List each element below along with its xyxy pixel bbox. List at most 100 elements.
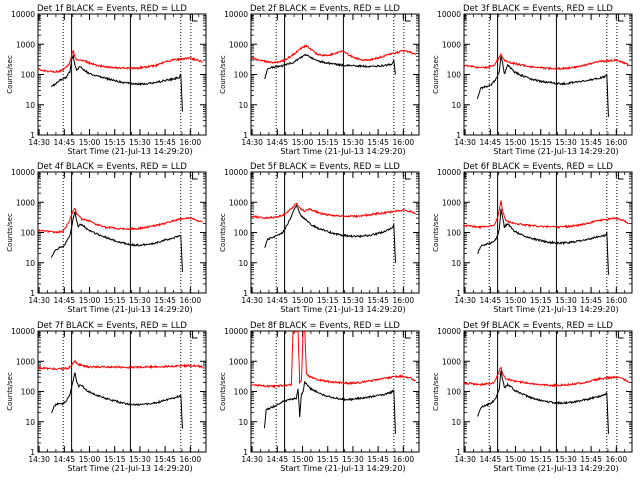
y-tick-label: 100 bbox=[21, 229, 36, 238]
series-line-lld bbox=[464, 52, 630, 71]
x-tick-label: 14:30 bbox=[241, 296, 263, 305]
x-tick-label: 16:00 bbox=[393, 138, 415, 147]
x-tick-label: 15:00 bbox=[79, 296, 101, 305]
x-axis-label: Start Time (21-Jul-13 14:29:20) bbox=[280, 305, 405, 314]
y-tick-label: 1000 bbox=[16, 40, 35, 49]
y-axis-label: Counts/sec bbox=[219, 372, 227, 411]
x-tick-label: 14:30 bbox=[454, 138, 476, 147]
y-tick-label: 1 bbox=[243, 289, 248, 298]
x-tick-label: 15:30 bbox=[555, 296, 577, 305]
x-tick-label: 15:00 bbox=[292, 138, 314, 147]
y-tick-label: 100 bbox=[447, 71, 462, 80]
x-tick-label: 16:00 bbox=[606, 455, 628, 464]
panel-title: Det 6f BLACK = Events, RED = LLD bbox=[463, 162, 613, 172]
detector-panel-7: Det 7f BLACK = Events, RED = LLD 1 10 100 10… bbox=[6, 321, 207, 473]
range-bracket-marker bbox=[405, 331, 411, 339]
panel-title: Det 1f BLACK = Events, RED = LLD bbox=[37, 4, 187, 14]
range-bracket-marker bbox=[405, 172, 411, 180]
detector-panel-8: Det 8f BLACK = Events, RED = LLD 1 10 100 10… bbox=[219, 321, 420, 473]
series-line-events bbox=[51, 372, 183, 429]
series-line-events bbox=[50, 211, 183, 272]
x-tick-label: 15:15 bbox=[104, 455, 126, 464]
x-tick-label: 15:00 bbox=[505, 455, 527, 464]
y-tick-label: 10000 bbox=[437, 168, 461, 177]
range-bracket-marker bbox=[618, 172, 624, 180]
range-bracket-marker bbox=[618, 14, 624, 22]
panel-title: Det 9f BLACK = Events, RED = LLD bbox=[463, 321, 613, 331]
y-tick-label: 10 bbox=[451, 418, 461, 427]
y-tick-label: 1 bbox=[456, 289, 461, 298]
x-tick-label: 14:30 bbox=[28, 138, 50, 147]
x-tick-label: 15:15 bbox=[104, 138, 126, 147]
x-tick-label: 15:45 bbox=[154, 138, 176, 147]
x-tick-label: 14:30 bbox=[241, 455, 263, 464]
x-tick-label: 14:45 bbox=[480, 455, 502, 464]
x-tick-label: 15:45 bbox=[580, 455, 602, 464]
series-line-lld bbox=[464, 366, 630, 388]
x-tick-label: 15:45 bbox=[367, 138, 389, 147]
x-tick-label: 15:00 bbox=[505, 296, 527, 305]
x-axis-label: Start Time (21-Jul-13 14:29:20) bbox=[67, 305, 192, 314]
panel-title: Det 5f BLACK = Events, RED = LLD bbox=[250, 162, 400, 172]
x-tick-label: 15:15 bbox=[104, 296, 126, 305]
x-tick-label: 15:15 bbox=[317, 455, 339, 464]
y-tick-label: 1 bbox=[243, 131, 248, 140]
x-tick-label: 15:30 bbox=[555, 455, 577, 464]
y-axis-label: Counts/sec bbox=[432, 55, 440, 94]
y-tick-label: 1 bbox=[30, 131, 35, 140]
y-tick-label: 10000 bbox=[224, 168, 248, 177]
y-tick-label: 100 bbox=[234, 388, 249, 397]
detector-panel-5: Det 5f BLACK = Events, RED = LLD 1 10 100 10… bbox=[219, 162, 420, 314]
y-tick-label: 10000 bbox=[224, 327, 248, 336]
x-tick-label: 14:45 bbox=[267, 455, 289, 464]
range-bracket-marker bbox=[192, 14, 198, 22]
x-axis-label: Start Time (21-Jul-13 14:29:20) bbox=[280, 464, 405, 473]
x-tick-label: 14:30 bbox=[241, 138, 263, 147]
series-line-lld bbox=[38, 208, 203, 234]
x-tick-label: 16:00 bbox=[180, 296, 202, 305]
y-tick-label: 1 bbox=[30, 448, 35, 457]
y-tick-label: 100 bbox=[21, 388, 36, 397]
x-tick-label: 15:45 bbox=[580, 296, 602, 305]
series-line-events bbox=[50, 53, 183, 112]
x-tick-label: 16:00 bbox=[180, 138, 202, 147]
x-axis-label: Start Time (21-Jul-13 14:29:20) bbox=[67, 464, 192, 473]
y-tick-label: 10000 bbox=[11, 10, 35, 19]
y-tick-label: 1 bbox=[456, 131, 461, 140]
x-tick-label: 15:00 bbox=[505, 138, 527, 147]
y-tick-label: 10 bbox=[25, 418, 35, 427]
x-tick-label: 15:30 bbox=[342, 455, 364, 464]
y-tick-label: 100 bbox=[447, 388, 462, 397]
x-tick-label: 14:45 bbox=[54, 296, 76, 305]
panel-title: Det 4f BLACK = Events, RED = LLD bbox=[37, 162, 187, 172]
series-line-lld bbox=[251, 44, 417, 64]
series-line-lld bbox=[464, 200, 629, 230]
detector-panel-9: Det 9f BLACK = Events, RED = LLD 1 10 100 10… bbox=[432, 321, 633, 473]
detector-panel-6: Det 6f BLACK = Events, RED = LLD 1 10 100 10… bbox=[432, 162, 633, 314]
y-tick-label: 10 bbox=[451, 101, 461, 110]
series-line-lld bbox=[251, 202, 416, 220]
y-tick-label: 1000 bbox=[442, 40, 461, 49]
series-line-events bbox=[264, 204, 396, 263]
panel-title: Det 8f BLACK = Events, RED = LLD bbox=[250, 321, 400, 331]
y-tick-label: 1000 bbox=[16, 357, 35, 366]
x-tick-label: 15:15 bbox=[530, 138, 552, 147]
range-bracket-marker bbox=[192, 172, 198, 180]
x-tick-label: 15:45 bbox=[367, 296, 389, 305]
y-tick-label: 1000 bbox=[229, 40, 248, 49]
y-tick-label: 1 bbox=[243, 448, 248, 457]
x-tick-label: 16:00 bbox=[393, 455, 415, 464]
y-tick-label: 10 bbox=[451, 259, 461, 268]
panel-title: Det 2f BLACK = Events, RED = LLD bbox=[250, 4, 400, 14]
x-tick-label: 15:15 bbox=[317, 296, 339, 305]
y-tick-label: 10000 bbox=[437, 327, 461, 336]
y-tick-label: 10000 bbox=[437, 10, 461, 19]
series-line-events bbox=[476, 56, 609, 117]
y-tick-label: 1000 bbox=[442, 357, 461, 366]
detector-panel-4: Det 4f BLACK = Events, RED = LLD 1 10 100 10… bbox=[6, 162, 207, 314]
series-line-events bbox=[476, 370, 609, 434]
x-tick-label: 15:00 bbox=[79, 138, 101, 147]
series-line-events bbox=[264, 53, 396, 80]
series-line-lld bbox=[38, 50, 203, 73]
x-tick-label: 15:30 bbox=[129, 138, 151, 147]
